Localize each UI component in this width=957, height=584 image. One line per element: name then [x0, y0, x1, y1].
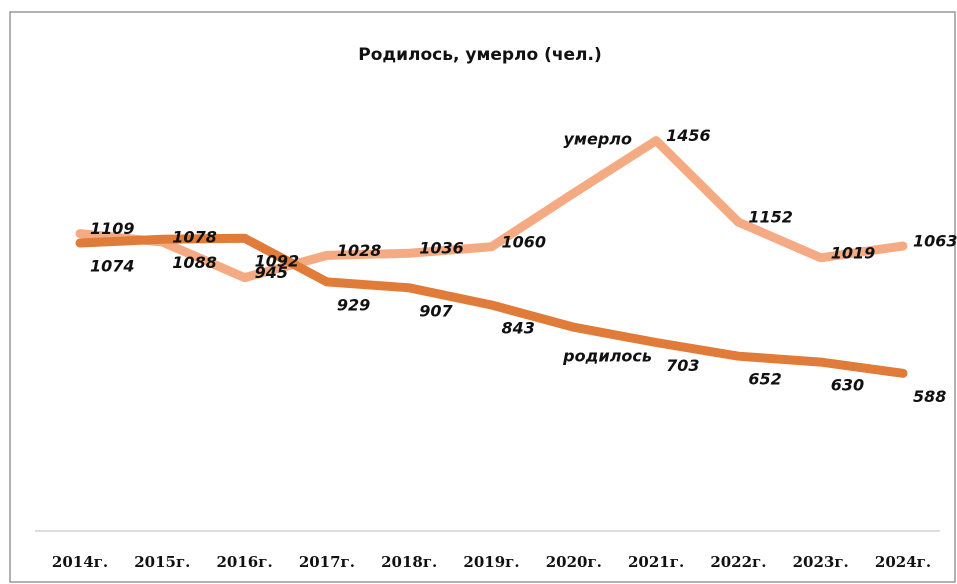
data-label: 1088 [172, 253, 217, 272]
x-tick-label: 2016г. [217, 553, 273, 571]
data-label: 929 [337, 295, 370, 314]
series-line [75, 136, 908, 283]
data-label: 703 [666, 356, 699, 375]
chart-frame [9, 11, 956, 583]
chart-title: Родилось, умерло (чел.) [358, 45, 602, 65]
series-line [75, 233, 908, 378]
data-label: 1092 [255, 252, 300, 271]
x-tick-label: 2024г. [875, 553, 931, 571]
series-name: умерло [563, 130, 632, 149]
data-label: 1036 [419, 239, 464, 258]
x-tick-label: 2022г. [710, 553, 766, 571]
data-label: 630 [831, 376, 864, 395]
data-label: 1078 [172, 227, 217, 246]
x-tick-label: 2014г. [52, 553, 108, 571]
x-tick-label: 2020г. [546, 553, 602, 571]
data-label: 1060 [502, 232, 547, 251]
x-tick-label: 2021г. [628, 553, 684, 571]
x-tick-label: 2019г. [463, 553, 519, 571]
x-tick-label: 2018г. [381, 553, 437, 571]
x-tick-label: 2015г. [134, 553, 190, 571]
data-label: 588 [913, 387, 946, 406]
data-label: 1028 [337, 241, 382, 260]
data-label: 1109 [90, 219, 135, 238]
x-tick-label: 2017г. [299, 553, 355, 571]
data-label: 1063 [913, 231, 957, 250]
data-label: 945 [255, 263, 288, 282]
data-label: 1074 [90, 257, 135, 276]
x-tick-label: 2023г. [793, 553, 849, 571]
data-label: 1019 [831, 243, 876, 262]
series-name: родилось [562, 347, 652, 366]
data-label: 1152 [748, 208, 793, 227]
data-label: 1456 [666, 126, 711, 145]
data-label: 907 [419, 301, 453, 320]
data-label: 652 [748, 370, 781, 389]
data-label: 843 [502, 318, 535, 337]
